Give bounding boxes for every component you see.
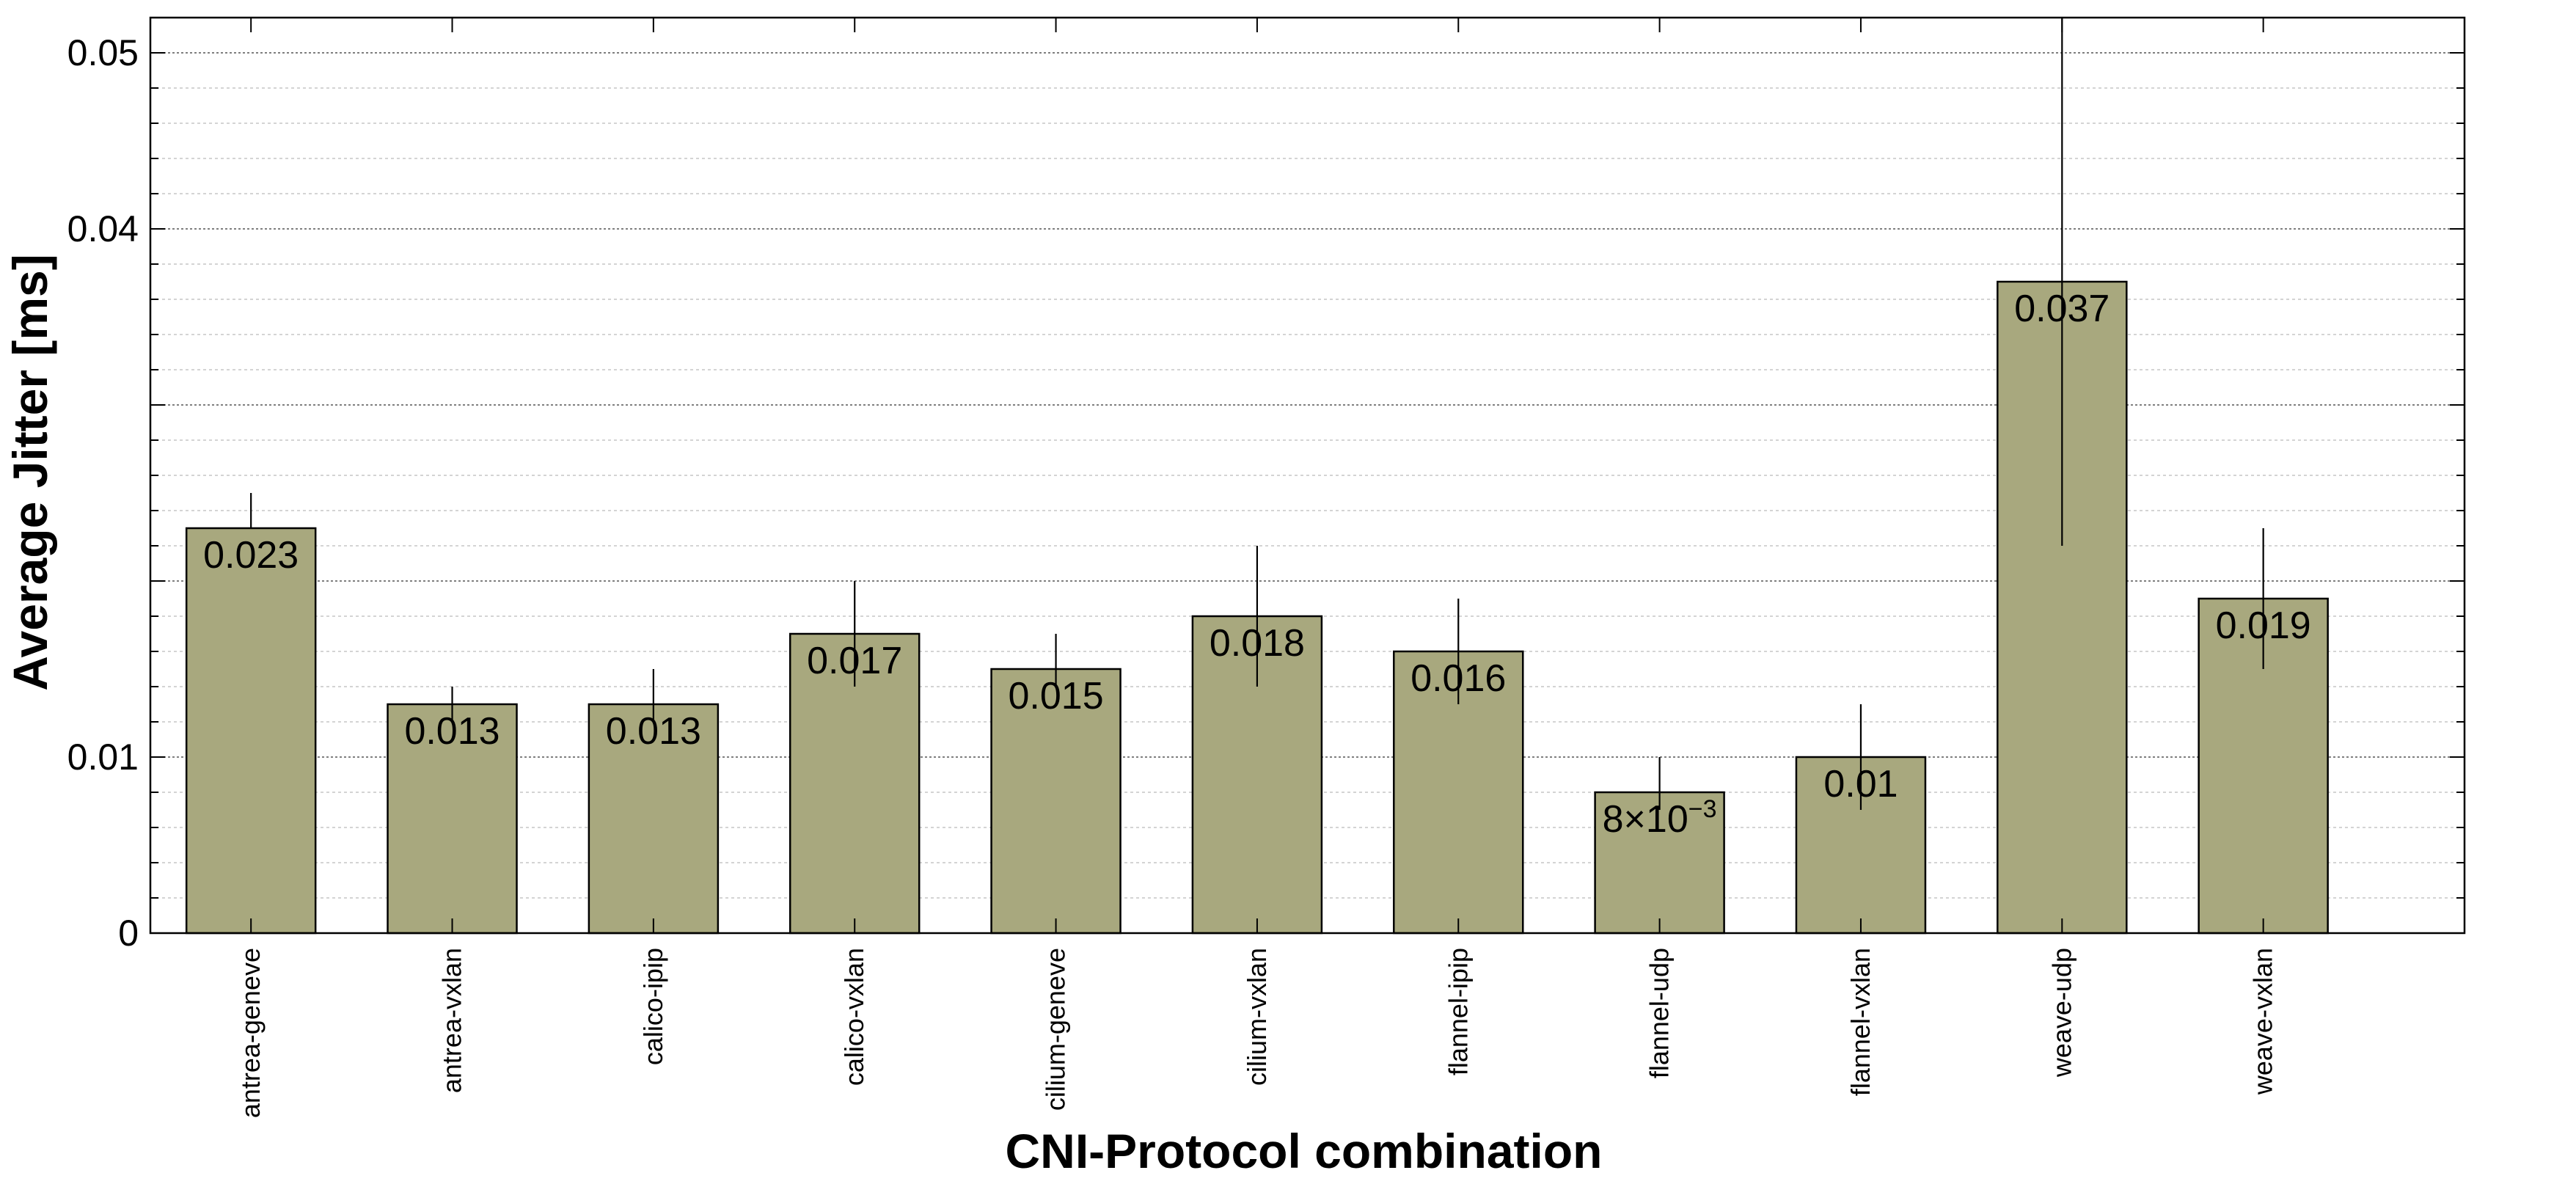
bar-antrea-geneve (185, 527, 317, 935)
data-label-exponent: −3 (1688, 795, 1717, 823)
data-label-cilium-vxlan: 0.018 (1210, 622, 1305, 665)
data-label-weave-udp: 0.037 (2014, 288, 2110, 330)
x-tick-label: cilium-geneve (1041, 948, 1071, 1111)
x-axis-title: CNI-Protocol combination (1006, 1124, 1603, 1178)
bar-cilium-geneve (990, 668, 1121, 935)
data-label-flannel-ipip: 0.016 (1410, 657, 1506, 700)
data-label-calico-ipip: 0.013 (606, 710, 701, 753)
data-label-antrea-vxlan: 0.013 (404, 710, 500, 753)
y-tick-label: 0.01 (67, 737, 139, 778)
data-label-weave-vxlan: 0.019 (2216, 604, 2311, 647)
bars (185, 280, 2329, 935)
x-tick-label: cilium-vxlan (1242, 948, 1272, 1086)
y-tick-label: 0.05 (67, 32, 139, 73)
x-tick-label: antrea-geneve (235, 948, 266, 1118)
y-axis-title: Average Jitter [ms] (3, 254, 57, 690)
bar-antrea-vxlan (387, 703, 518, 935)
data-label-cilium-geneve: 0.015 (1008, 675, 1103, 717)
y-axis-ticks: 0 0.01 0.04 0.05 (67, 32, 2465, 954)
x-tick-label: calico-vxlan (839, 948, 869, 1086)
error-bars (250, 18, 2264, 810)
bar-flannel-udp (1594, 791, 1725, 935)
x-tick-label: flannel-vxlan (1845, 948, 1876, 1096)
x-tick-label: weave-vxlan (2248, 948, 2278, 1095)
y-tick-label: 0 (118, 913, 139, 954)
x-tick-label: flannel-udp (1644, 948, 1675, 1078)
x-tick-label: weave-udp (2046, 948, 2076, 1078)
bar-calico-ipip (588, 703, 720, 935)
data-label-calico-vxlan: 0.017 (807, 640, 902, 682)
data-label-antrea-geneve: 0.023 (203, 534, 299, 577)
data-label-flannel-vxlan: 0.01 (1823, 763, 1898, 805)
y-tick-label: 0.04 (67, 208, 139, 249)
x-tick-label: antrea-vxlan (437, 948, 467, 1093)
x-tick-label: flannel-ipip (1443, 948, 1473, 1075)
x-axis-ticks: antrea-geneve antrea-vxlan calico-ipip cali… (235, 18, 2465, 1118)
x-tick-label: calico-ipip (638, 948, 668, 1065)
